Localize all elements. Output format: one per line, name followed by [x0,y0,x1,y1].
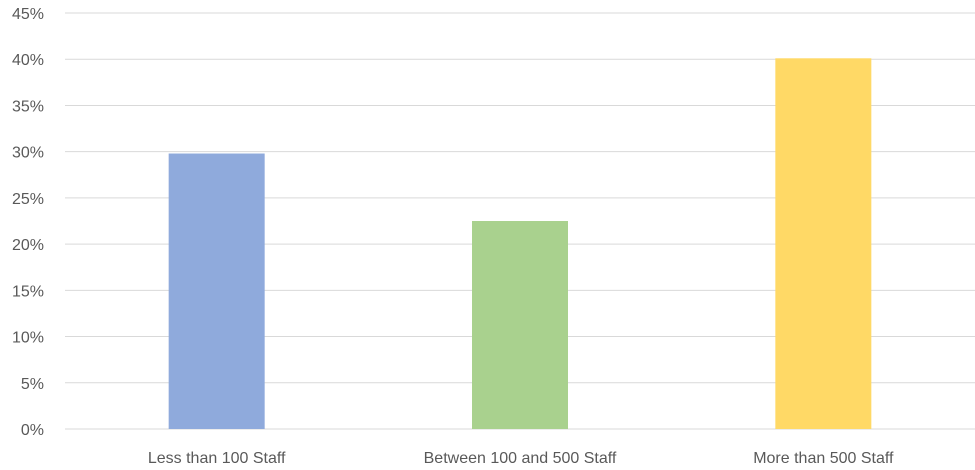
x-category-label: Less than 100 Staff [148,450,286,467]
bars [168,58,872,429]
y-tick-label: 30% [12,145,44,162]
bar-3 [775,58,872,429]
y-tick-label: 20% [12,237,44,254]
y-axis-tick-labels: 0% 5% 10% 15% 20% 25% 30% 35% 40% 45% [12,6,44,439]
y-tick-label: 10% [12,330,44,347]
y-tick-label: 40% [12,52,44,69]
x-axis-category-labels: Less than 100 Staff Between 100 and 500 S… [148,450,894,467]
y-tick-label: 25% [12,191,44,208]
bar-1 [168,153,265,429]
x-category-label: More than 500 Staff [753,450,894,467]
x-category-label: Between 100 and 500 Staff [424,450,617,467]
bar-2 [472,221,568,429]
y-tick-label: 35% [12,98,44,115]
y-tick-label: 0% [21,422,44,439]
y-tick-label: 45% [12,6,44,23]
y-tick-label: 15% [12,283,44,300]
y-tick-label: 5% [21,376,44,393]
